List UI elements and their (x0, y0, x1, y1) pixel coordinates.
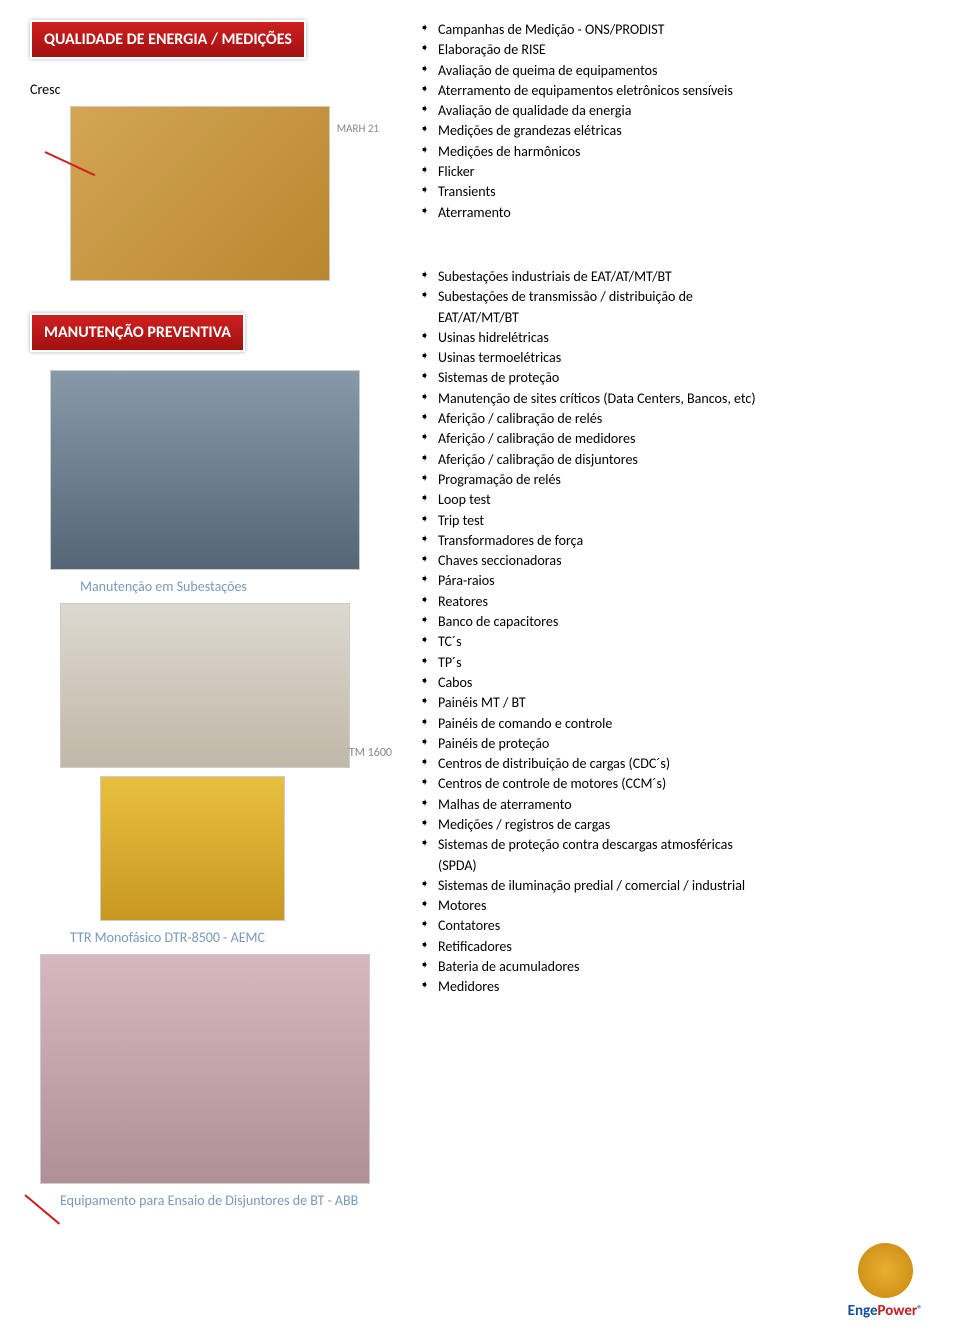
label-marh: MARH 21 (337, 122, 379, 135)
list-item: Painéis de comando e controle (420, 714, 930, 734)
list-item-continuation: (SPDA) (420, 856, 930, 876)
list-item: Avaliação de qualidade da energia (420, 101, 930, 121)
page-root: QUALIDADE DE ENERGIA / MEDIÇÕES Cresc MA… (0, 0, 960, 1219)
caption-abb: Equipamento para Ensaio de Disjuntores d… (60, 1192, 400, 1209)
list-item: Transformadores de força (420, 531, 930, 551)
list-item: Manutenção de sites críticos (Data Cente… (420, 389, 930, 409)
list-item: Flicker (420, 162, 930, 182)
list-item: Programação de relés (420, 470, 930, 490)
list-item: Trip test (420, 511, 930, 531)
list-item: Medições de grandezas elétricas (420, 121, 930, 141)
list-item: Pára-raios (420, 571, 930, 591)
list-item: Centros de controle de motores (CCM´s) (420, 774, 930, 794)
list-item: Aferição / calibração de relés (420, 409, 930, 429)
list-item: Sistemas de proteção contra descargas at… (420, 835, 930, 855)
list-item: Bateria de acumuladores (420, 957, 930, 977)
list-item: Banco de capacitores (420, 612, 930, 632)
left-column: QUALIDADE DE ENERGIA / MEDIÇÕES Cresc MA… (30, 20, 400, 1209)
list-item: Malhas de aterramento (420, 795, 930, 815)
list-item: Transients (420, 182, 930, 202)
header-qualidade: QUALIDADE DE ENERGIA / MEDIÇÕES (30, 20, 306, 59)
list-item: Sistemas de proteção (420, 368, 930, 388)
label-tm1600: TM 1600 (349, 746, 392, 760)
image-abb (40, 954, 370, 1184)
list-medicoes: Campanhas de Medição - ONS/PRODISTElabor… (420, 20, 930, 223)
list-item: Motores (420, 896, 930, 916)
list-item: Campanhas de Medição - ONS/PRODIST (420, 20, 930, 40)
caption-substation: Manutenção em Subestações (80, 578, 400, 595)
list-item: Aferição / calibração de medidores (420, 429, 930, 449)
list-item: Medições / registros de cargas (420, 815, 930, 835)
cresc-label: Cresc (30, 81, 400, 98)
logo-icon (858, 1243, 913, 1298)
list-item: Contatores (420, 916, 930, 936)
caption-ttr: TTR Monofásico DTR-8500 - AEMC (70, 929, 400, 946)
image-aemc (100, 776, 285, 921)
list-item: Usinas termoelétricas (420, 348, 930, 368)
list-item: TP´s (420, 653, 930, 673)
image-tm1600: TM 1600 (60, 603, 350, 768)
list-item: Subestações industriais de EAT/AT/MT/BT (420, 267, 930, 287)
list-item: Painéis de proteção (420, 734, 930, 754)
list-item-continuation: EAT/AT/MT/BT (420, 308, 930, 328)
right-column: Campanhas de Medição - ONS/PRODISTElabor… (420, 20, 930, 1209)
logo: EngePower® (840, 1243, 930, 1328)
list-item: Chaves seccionadoras (420, 551, 930, 571)
logo-text: EngePower® (840, 1302, 930, 1320)
list-preventiva: Subestações industriais de EAT/AT/MT/BTS… (420, 267, 930, 998)
red-callout-line-2 (24, 1194, 60, 1224)
list-item: Retificadores (420, 937, 930, 957)
list-item: Painéis MT / BT (420, 693, 930, 713)
image-meter: MARH 21 (70, 106, 330, 281)
list-item: Medidores (420, 977, 930, 997)
image-substation (50, 370, 360, 570)
list-item: Loop test (420, 490, 930, 510)
list-item: Reatores (420, 592, 930, 612)
list-item: Usinas hidrelétricas (420, 328, 930, 348)
list-item: TC´s (420, 632, 930, 652)
list-item: Avaliação de queima de equipamentos (420, 61, 930, 81)
list-item: Centros de distribuição de cargas (CDC´s… (420, 754, 930, 774)
list-item: Aterramento de equipamentos eletrônicos … (420, 81, 930, 101)
header-manutencao: MANUTENÇÃO PREVENTIVA (30, 313, 245, 352)
list-item: Elaboração de RISE (420, 40, 930, 60)
list-item: Subestações de transmissão / distribuiçã… (420, 287, 930, 307)
list-item: Sistemas de iluminação predial / comerci… (420, 876, 930, 896)
list-item: Medições de harmônicos (420, 142, 930, 162)
list-item: Cabos (420, 673, 930, 693)
list-item: Aterramento (420, 203, 930, 223)
list-item: Aferição / calibração de disjuntores (420, 450, 930, 470)
